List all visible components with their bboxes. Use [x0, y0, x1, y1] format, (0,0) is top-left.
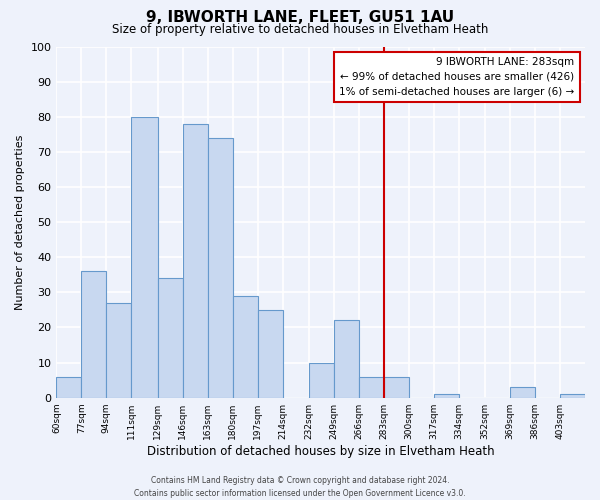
Text: 9, IBWORTH LANE, FLEET, GU51 1AU: 9, IBWORTH LANE, FLEET, GU51 1AU [146, 10, 454, 25]
Bar [359, 376, 384, 398]
Bar [384, 376, 409, 398]
Bar [208, 138, 233, 398]
Y-axis label: Number of detached properties: Number of detached properties [15, 134, 25, 310]
Bar [560, 394, 585, 398]
Text: Contains HM Land Registry data © Crown copyright and database right 2024.
Contai: Contains HM Land Registry data © Crown c… [134, 476, 466, 498]
Bar [434, 394, 459, 398]
Bar [309, 362, 334, 398]
Bar [131, 116, 158, 398]
X-axis label: Distribution of detached houses by size in Elvetham Heath: Distribution of detached houses by size … [147, 444, 494, 458]
Bar [334, 320, 359, 398]
Bar [233, 296, 257, 398]
Bar [182, 124, 208, 398]
Bar [56, 376, 82, 398]
Bar [106, 303, 131, 398]
Bar [82, 272, 106, 398]
Text: Size of property relative to detached houses in Elvetham Heath: Size of property relative to detached ho… [112, 22, 488, 36]
Bar [158, 278, 182, 398]
Bar [257, 310, 283, 398]
Bar [510, 387, 535, 398]
Text: 9 IBWORTH LANE: 283sqm
← 99% of detached houses are smaller (426)
1% of semi-det: 9 IBWORTH LANE: 283sqm ← 99% of detached… [339, 57, 574, 96]
